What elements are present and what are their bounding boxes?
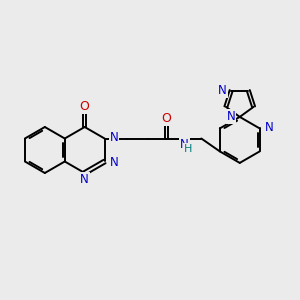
Text: O: O — [80, 100, 90, 113]
Text: N: N — [265, 121, 274, 134]
Text: N: N — [227, 110, 236, 123]
Text: N: N — [218, 84, 227, 97]
Text: O: O — [162, 112, 172, 124]
Text: N: N — [110, 156, 118, 170]
Text: N: N — [80, 173, 89, 186]
Text: N: N — [110, 130, 118, 144]
Text: H: H — [184, 144, 192, 154]
Text: N: N — [180, 138, 189, 151]
